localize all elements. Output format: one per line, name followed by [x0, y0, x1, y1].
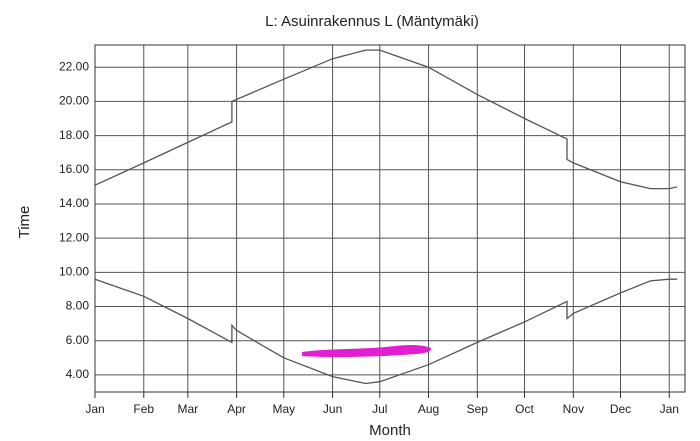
x-tick-label: Feb [133, 402, 154, 416]
y-tick-label: 10.00 [59, 265, 89, 279]
y-tick-label: 20.00 [59, 94, 89, 108]
x-tick-label: Jul [372, 402, 387, 416]
series-line [94, 49, 678, 190]
x-tick-label: May [272, 402, 295, 416]
y-tick-label: 4.00 [66, 367, 90, 381]
y-axis-label: Time [16, 206, 33, 239]
x-tick-label: Sep [467, 402, 489, 416]
y-tick-label: 14.00 [59, 196, 89, 210]
y-tick-label: 8.00 [66, 299, 90, 313]
series-line [94, 278, 678, 385]
x-tick-label: Oct [515, 402, 534, 416]
x-tick-label: Apr [227, 402, 246, 416]
x-tick-label: Aug [418, 402, 439, 416]
grid [94, 45, 685, 392]
plot-frame [94, 44, 686, 393]
x-tick-label: Jun [323, 402, 342, 416]
y-tick-label: 16.00 [59, 162, 89, 176]
x-tick-label: Dec [610, 402, 631, 416]
x-tick-label: Nov [563, 402, 584, 416]
x-tick-label: Jan [660, 402, 679, 416]
chart-title: L: Asuinrakennus L (Mäntymäki) [265, 13, 479, 30]
y-tick-label: 12.00 [59, 230, 89, 244]
y-tick-label: 22.00 [59, 59, 89, 73]
x-tick-label: Mar [177, 402, 198, 416]
x-tick-label: Jan [85, 402, 104, 416]
shadow-period [302, 344, 432, 358]
x-axis-label: Month [369, 422, 411, 439]
lines [94, 49, 678, 385]
y-tick-label: 18.00 [59, 128, 89, 142]
y-tick-label: 6.00 [66, 333, 90, 347]
